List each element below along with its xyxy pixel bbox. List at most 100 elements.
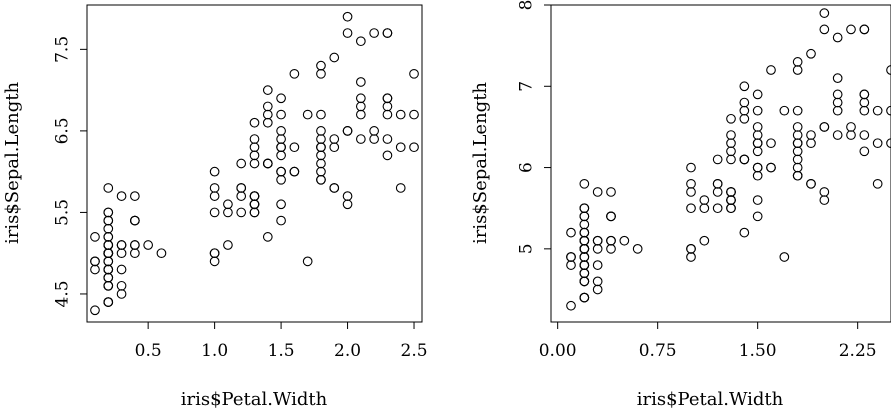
right-data-point <box>846 24 856 35</box>
left-data-point <box>103 215 114 226</box>
right-data-point <box>859 89 870 100</box>
left-data-point <box>369 126 379 136</box>
right-data-point <box>592 284 603 295</box>
right-data-point <box>832 73 843 84</box>
right-x-tick-label: 2.25 <box>839 341 877 361</box>
left-data-point <box>276 150 286 161</box>
right-data-point <box>792 146 803 157</box>
right-y-tick-label: 7 <box>517 81 537 92</box>
left-data-point <box>409 142 419 153</box>
left-data-point <box>209 166 220 177</box>
right-data-point <box>792 122 803 132</box>
right-data-point <box>726 130 736 140</box>
left-data-point <box>355 109 366 120</box>
right-x-axis: 0.00 0.75 1.50 2.25 <box>539 322 877 361</box>
left-data-point <box>249 142 260 153</box>
left-y-tick-label: 5.5 <box>53 199 73 226</box>
right-plot-frame <box>550 4 891 323</box>
left-data-point <box>209 248 220 259</box>
right-data-point <box>592 187 603 197</box>
right-data-point <box>752 138 763 149</box>
left-data-point <box>209 183 220 193</box>
left-data-point <box>130 191 140 201</box>
left-data-point <box>223 207 233 218</box>
right-data-point <box>739 154 750 165</box>
right-data-point <box>632 243 643 254</box>
right-data-point <box>726 195 736 205</box>
left-data-point <box>342 11 353 22</box>
left-data-point <box>302 256 313 267</box>
right-data-point <box>579 252 590 262</box>
right-data-point <box>592 235 603 246</box>
left-data-point <box>316 109 326 120</box>
right-data-point <box>832 32 843 43</box>
right-data-point <box>566 252 576 262</box>
right-y-tick-label: 8 <box>517 0 537 10</box>
right-data-point <box>592 276 603 287</box>
right-data-point <box>859 105 870 116</box>
right-data-point <box>792 138 803 149</box>
right-data-point <box>579 203 590 214</box>
left-data-point <box>316 158 326 169</box>
left-data-point <box>209 191 220 201</box>
right-data-point <box>739 105 750 116</box>
right-data-point <box>752 170 763 181</box>
left-data-point <box>236 191 247 201</box>
right-data-point <box>686 203 696 214</box>
right-data-point <box>819 122 830 132</box>
right-data-point <box>806 130 816 140</box>
right-data-point <box>766 138 776 149</box>
left-data-point <box>209 256 220 267</box>
left-data-point <box>116 240 127 250</box>
right-data-point <box>579 268 590 279</box>
left-data-point <box>276 93 286 104</box>
left-x-tick-label: 1.5 <box>268 341 295 361</box>
left-x-tick-label: 2.0 <box>334 341 361 361</box>
right-data-point <box>726 187 736 197</box>
left-data-point <box>316 142 326 153</box>
left-x-tick-label: 2.5 <box>401 341 428 361</box>
left-plot-frame <box>86 4 423 323</box>
left-data-point <box>329 134 340 144</box>
left-data-point <box>116 191 127 201</box>
right-data-point <box>859 24 870 35</box>
left-data-point <box>355 77 366 87</box>
left-y-tick-label: 4.5 <box>53 280 73 307</box>
left-data-point <box>289 68 300 79</box>
left-data-point <box>103 297 114 307</box>
right-data-point <box>712 187 723 197</box>
left-data-point <box>103 272 114 283</box>
left-data-point <box>116 280 127 291</box>
right-data-point <box>886 65 891 75</box>
left-data-point <box>156 248 167 259</box>
right-data-point <box>726 138 736 149</box>
right-data-point <box>686 243 696 254</box>
right-y-axis: 5 6 7 8 <box>517 0 551 254</box>
left-data-point <box>223 240 233 250</box>
left-data-point <box>90 264 100 275</box>
right-data-point <box>792 170 803 181</box>
right-x-tick-label: 0.75 <box>639 341 677 361</box>
left-data-point <box>262 85 273 95</box>
right-data-point <box>752 195 763 205</box>
right-data-point <box>566 260 576 270</box>
left-data-point <box>276 142 286 153</box>
left-data-point <box>342 28 353 38</box>
right-points <box>566 8 891 311</box>
right-data-point <box>872 178 883 189</box>
left-data-point <box>236 207 247 218</box>
left-data-point <box>103 248 114 259</box>
left-data-point <box>103 207 114 218</box>
left-data-point <box>342 191 353 201</box>
left-y-axis: 4.5 5.5 6.5 7.5 <box>53 36 87 307</box>
right-data-point <box>832 105 843 116</box>
right-data-point <box>726 203 736 214</box>
right-data-point <box>619 235 630 246</box>
right-data-point <box>766 65 776 75</box>
left-data-point <box>223 199 233 210</box>
left-data-point <box>329 142 340 153</box>
left-data-point <box>316 126 326 136</box>
left-points <box>90 11 419 316</box>
right-data-point <box>579 235 590 246</box>
